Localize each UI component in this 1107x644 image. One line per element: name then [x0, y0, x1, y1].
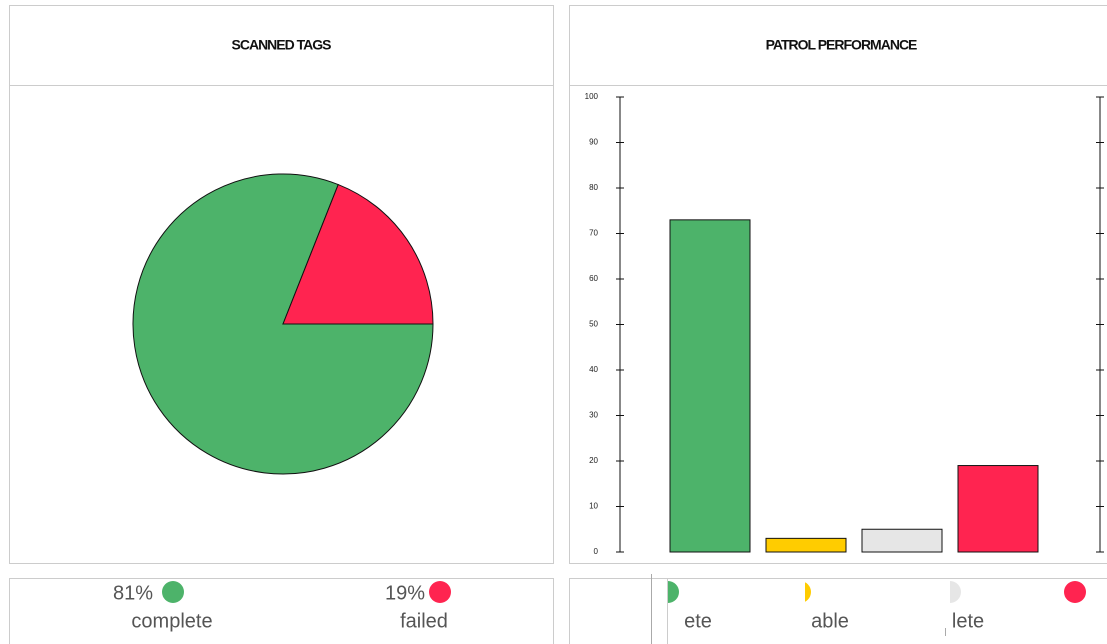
legend-label: failed	[400, 610, 448, 632]
y-tick-label: 50	[589, 320, 598, 329]
legend-dot	[429, 581, 451, 603]
legend-dot	[950, 581, 961, 603]
bar	[669, 219, 751, 553]
legend-label: lete	[952, 610, 984, 632]
legend-label: complete	[131, 610, 212, 632]
y-tick-label: 60	[589, 274, 598, 283]
bar	[957, 465, 1039, 553]
y-tick-label: 40	[589, 365, 598, 374]
panel-footer	[9, 578, 554, 644]
y-tick-label: 10	[589, 502, 598, 511]
legend-dot	[805, 582, 811, 602]
panel-footer	[569, 578, 1107, 644]
legend-label: able	[811, 610, 849, 632]
y-tick-label: 20	[589, 456, 598, 465]
y-tick-label: 70	[589, 229, 598, 238]
panel-title: SCANNED TAGS	[232, 37, 332, 53]
legend-value: 19%	[385, 582, 425, 604]
legend-dot	[162, 581, 184, 603]
panel-title: PATROL PERFORMANCE	[766, 37, 917, 53]
panel-header	[9, 5, 554, 86]
legend-dot	[1064, 581, 1086, 603]
legend-value: 81%	[113, 582, 153, 604]
bar	[861, 528, 943, 553]
y-tick-label: 0	[594, 547, 599, 556]
y-tick-label: 90	[589, 138, 598, 147]
y-tick-label: 80	[589, 183, 598, 192]
legend-label: ete	[684, 610, 712, 632]
bar	[765, 537, 847, 553]
y-tick-label: 100	[585, 92, 599, 101]
legend-dot	[668, 581, 679, 603]
pie-slice	[282, 183, 434, 325]
y-tick-label: 30	[589, 411, 598, 420]
